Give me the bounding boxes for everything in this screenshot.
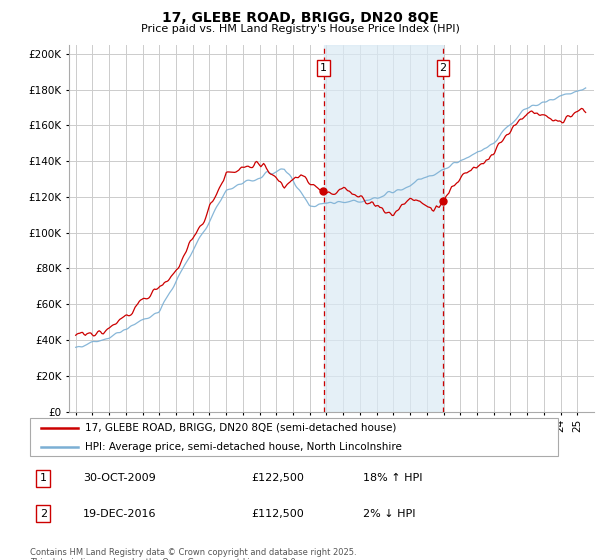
FancyBboxPatch shape [30, 418, 558, 456]
Text: Price paid vs. HM Land Registry's House Price Index (HPI): Price paid vs. HM Land Registry's House … [140, 24, 460, 34]
Text: 30-OCT-2009: 30-OCT-2009 [83, 473, 155, 483]
Text: HPI: Average price, semi-detached house, North Lincolnshire: HPI: Average price, semi-detached house,… [85, 442, 403, 452]
Text: 2% ↓ HPI: 2% ↓ HPI [362, 508, 415, 519]
Text: 19-DEC-2016: 19-DEC-2016 [83, 508, 156, 519]
Bar [323, 45, 443, 412]
Text: 1: 1 [320, 63, 327, 73]
Text: 17, GLEBE ROAD, BRIGG, DN20 8QE: 17, GLEBE ROAD, BRIGG, DN20 8QE [161, 11, 439, 25]
Text: £122,500: £122,500 [252, 473, 305, 483]
Text: Contains HM Land Registry data © Crown copyright and database right 2025.
This d: Contains HM Land Registry data © Crown c… [30, 548, 356, 560]
Text: 17, GLEBE ROAD, BRIGG, DN20 8QE (semi-detached house): 17, GLEBE ROAD, BRIGG, DN20 8QE (semi-de… [85, 423, 397, 433]
Text: £112,500: £112,500 [252, 508, 305, 519]
Text: 2: 2 [439, 63, 446, 73]
Text: 1: 1 [40, 473, 47, 483]
Text: 2: 2 [40, 508, 47, 519]
Text: 18% ↑ HPI: 18% ↑ HPI [362, 473, 422, 483]
